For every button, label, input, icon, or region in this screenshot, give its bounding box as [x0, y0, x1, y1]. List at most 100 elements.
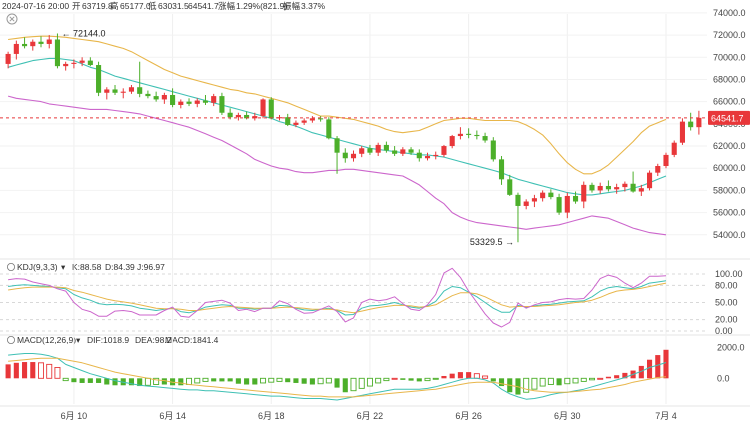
macd-histogram-bar: [646, 359, 653, 379]
kdj-collapse-icon[interactable]: ▾: [61, 262, 66, 272]
candle-body: [441, 146, 447, 155]
macd-histogram-bar: [416, 378, 422, 382]
macd-histogram-bar: [564, 377, 571, 385]
y-tick-label: 62000.0: [713, 141, 746, 151]
macd-histogram-bar: [556, 378, 562, 386]
macd-histogram-bar: [54, 367, 61, 379]
macd-histogram-bar: [605, 376, 611, 379]
candle-body: [466, 133, 472, 135]
candle-body: [679, 121, 685, 143]
macd-histogram-bar: [342, 378, 348, 393]
eye-icon[interactable]: [7, 262, 15, 271]
header-bar: 2024-07-16 20:00 开 63719.8 高 65177.0 低 6…: [2, 1, 326, 11]
header-open-label: 开: [72, 1, 81, 11]
macd-histogram-bar: [219, 378, 225, 382]
candle-body: [630, 183, 636, 192]
x-tick-label: 6月 26: [455, 411, 482, 421]
candle-body: [696, 117, 702, 128]
macd-histogram-bar: [62, 377, 69, 382]
candle-body: [646, 172, 653, 189]
candle-body: [5, 53, 11, 64]
x-tick-label: 6月 10: [61, 411, 88, 421]
macd-histogram-bar: [638, 365, 644, 379]
candle-body: [104, 89, 110, 93]
macd-histogram-bar: [334, 378, 340, 388]
header-change: 1.29%(821.9): [236, 1, 287, 11]
macd-histogram-bar: [449, 373, 455, 379]
candle-body: [22, 43, 28, 47]
y-tick-label: 54000.0: [713, 230, 746, 240]
y-tick-label: 74000.0: [713, 8, 746, 18]
settings-icon[interactable]: [6, 13, 18, 25]
candle-body: [63, 63, 69, 67]
macd-histogram-bar: [391, 377, 398, 380]
candle-body: [671, 142, 677, 155]
macd-histogram-bar: [457, 372, 463, 379]
macd-dif-line: [8, 353, 667, 401]
candle-body: [276, 117, 283, 119]
candle-body: [474, 134, 480, 137]
kdj-j-value: J:96.97: [137, 262, 165, 272]
macd-legend: MACD(12,26,9) ▾ DIF:1018.9 DEA:98.2 MACD…: [7, 335, 219, 345]
candle-body: [153, 96, 159, 100]
x-tick-label: 6月 14: [159, 411, 186, 421]
candle-body: [597, 185, 603, 191]
eye-icon[interactable]: [7, 335, 15, 344]
candle-body: [96, 65, 102, 93]
macd-histogram-bar: [350, 377, 357, 392]
macd-collapse-icon[interactable]: ▾: [76, 335, 81, 345]
macd-dea-line: [8, 357, 667, 398]
candle-body: [614, 187, 620, 190]
candle-body: [178, 101, 184, 105]
candle-body: [71, 62, 77, 64]
candle-body: [531, 198, 537, 202]
candle-body: [202, 100, 209, 103]
macd-histogram-bar: [235, 378, 241, 384]
candle-body: [540, 192, 546, 199]
macd-histogram-bar: [285, 378, 291, 383]
macd-histogram-bar: [96, 378, 102, 383]
candle-body: [161, 94, 167, 100]
candle-body: [79, 60, 85, 63]
kdj-y-tick-label: 20.00: [715, 315, 738, 325]
x-tick-label: 7月 4: [655, 411, 677, 421]
macd-histogram-bar: [588, 377, 595, 381]
macd-histogram-bar: [161, 378, 167, 385]
candle-body: [408, 149, 414, 153]
macd-histogram-bar: [547, 377, 554, 385]
macd-histogram-bar: [441, 375, 447, 379]
macd-histogram-bar: [539, 377, 546, 387]
candle-body: [293, 122, 299, 125]
candle-body: [252, 116, 258, 119]
candle-body: [260, 99, 266, 117]
macd-histogram-bar: [473, 373, 480, 379]
candle-body: [523, 201, 529, 206]
candle-body: [433, 154, 439, 157]
macd-histogram-bar: [375, 377, 382, 384]
macd-histogram-bar: [424, 377, 431, 382]
macd-histogram-bar: [366, 377, 373, 387]
kdj-y-tick-label: 0.00: [715, 326, 733, 336]
candle-body: [87, 60, 93, 66]
candle-body: [137, 87, 143, 94]
macd-histogram-bar: [482, 375, 489, 379]
macd-histogram-bar: [572, 377, 579, 384]
candle-body: [572, 195, 579, 202]
candle-body: [350, 153, 357, 159]
candle-body: [515, 194, 521, 206]
x-tick-label: 6月 30: [554, 411, 581, 421]
macd-histogram-bar: [301, 378, 307, 384]
macd-indicator-name: MACD(12,26,9): [17, 335, 76, 345]
macd-histogram-bar: [293, 378, 299, 383]
candle-body: [145, 93, 151, 97]
bollinger-upper-line: [8, 35, 667, 175]
candle-body: [30, 41, 36, 47]
candle-body: [326, 119, 332, 139]
macd-histogram-bar: [71, 378, 77, 383]
candle-body: [301, 120, 307, 123]
macd-histogram-bar: [5, 364, 11, 379]
macd-dif-value: DIF:1018.9: [87, 335, 129, 345]
kdj-y-tick-label: 100.00: [715, 269, 743, 279]
macd-histogram-bar: [325, 377, 332, 384]
